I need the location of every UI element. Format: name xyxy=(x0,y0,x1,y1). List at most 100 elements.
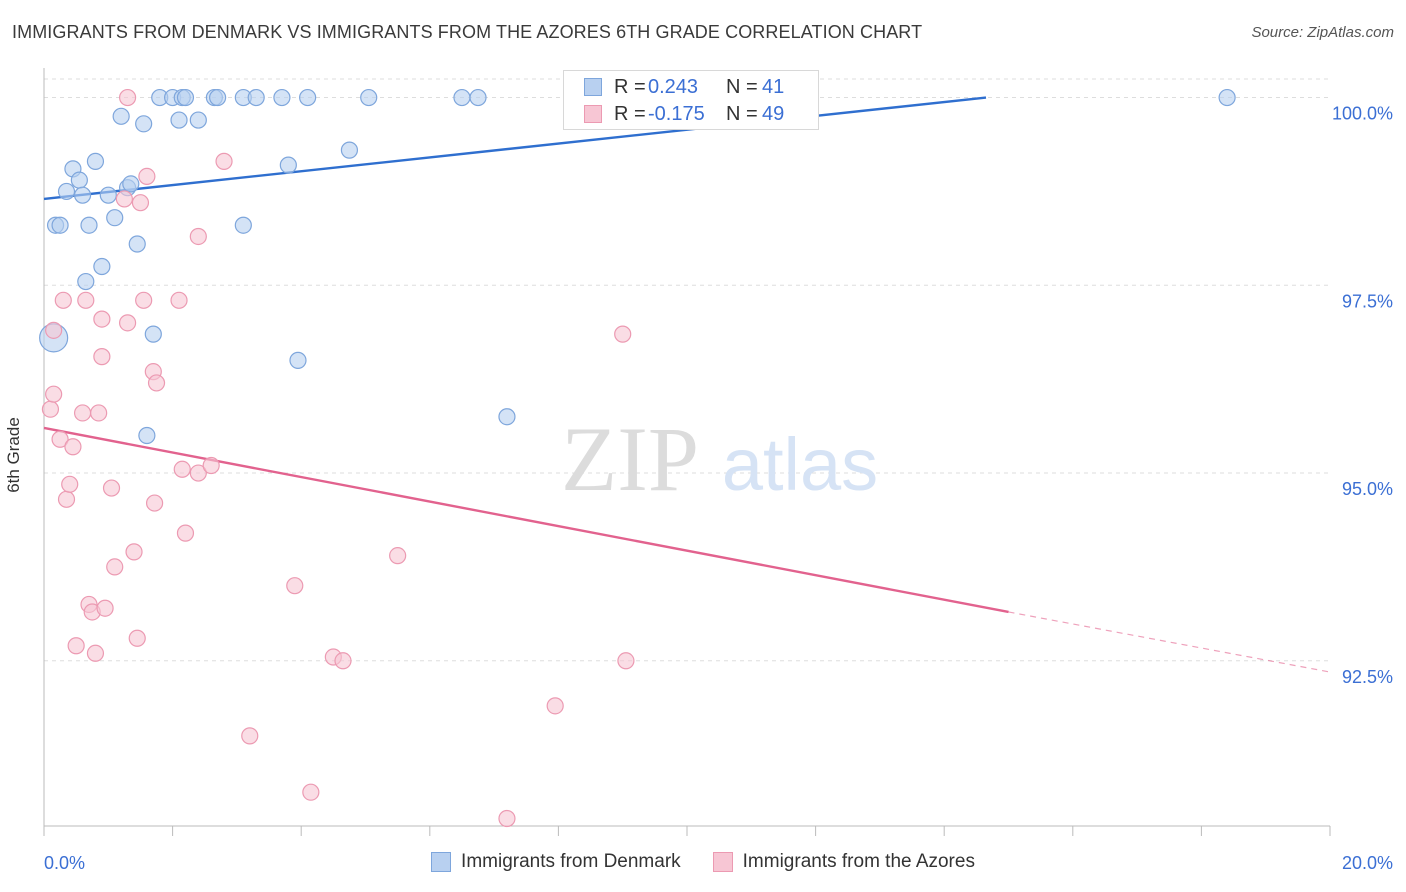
denmark-point xyxy=(122,175,140,193)
denmark-point xyxy=(469,88,487,107)
source-label: Source: ZipAtlas.com xyxy=(1251,24,1394,41)
legend-item-denmark[interactable]: Immigrants from Denmark xyxy=(431,851,681,873)
points xyxy=(39,88,1236,828)
denmark-point xyxy=(189,111,207,129)
denmark-point xyxy=(273,88,291,107)
denmark-point xyxy=(1218,88,1236,107)
azores-swatch xyxy=(712,852,733,872)
azores-point xyxy=(617,652,635,670)
azores-point xyxy=(125,543,143,561)
azores-swatch xyxy=(584,105,602,123)
azores-point xyxy=(115,190,133,208)
azores-point xyxy=(118,88,137,107)
denmark-point xyxy=(99,186,117,204)
azores-point xyxy=(189,464,207,482)
denmark-point xyxy=(279,156,297,174)
denmark-point xyxy=(112,107,130,125)
azores-point xyxy=(51,430,69,448)
azores-trendline xyxy=(43,426,1009,614)
azores-point xyxy=(170,291,188,309)
azores-point xyxy=(176,524,195,542)
denmark-point xyxy=(128,235,146,253)
azores-point xyxy=(147,374,166,392)
azores-point xyxy=(102,479,121,497)
denmark-point xyxy=(289,351,307,369)
denmark-point xyxy=(498,408,516,426)
denmark-point xyxy=(360,88,378,107)
denmark-point xyxy=(77,272,95,291)
azores-point xyxy=(73,404,92,422)
x-tick-label: 20.0% xyxy=(1342,853,1393,873)
denmark-point xyxy=(80,216,98,234)
azores-point xyxy=(118,314,137,332)
r-label: R = xyxy=(614,75,646,98)
denmark-point xyxy=(57,182,76,201)
azores-point xyxy=(286,577,304,595)
denmark-point xyxy=(170,111,188,129)
azores-point xyxy=(131,194,150,212)
azores-trendline-extension xyxy=(1008,611,1331,673)
n-label: N = xyxy=(726,75,758,98)
stats-row-azores: R = -0.175 N = 49 xyxy=(584,101,784,127)
azores-point xyxy=(302,783,320,801)
denmark-point xyxy=(453,88,471,107)
r-label: R = xyxy=(614,102,646,125)
denmark-swatch xyxy=(584,78,602,96)
azores-point xyxy=(546,697,564,715)
azores-point xyxy=(241,727,259,745)
azores-point xyxy=(614,325,632,343)
denmark-point xyxy=(106,209,124,227)
denmark-point xyxy=(247,88,265,107)
denmark-trendline xyxy=(43,96,987,201)
azores-point xyxy=(93,348,111,366)
denmark-point xyxy=(135,115,153,133)
azores-point xyxy=(93,310,111,328)
azores-point xyxy=(334,652,352,670)
r-value: -0.175 xyxy=(648,102,705,125)
denmark-point xyxy=(234,216,252,234)
azores-point xyxy=(106,558,124,576)
denmark-point xyxy=(73,186,92,204)
azores-point xyxy=(215,152,233,170)
azores-point xyxy=(96,599,114,617)
denmark-point xyxy=(340,141,359,159)
azores-point xyxy=(389,547,407,565)
n-label: N = xyxy=(726,102,758,125)
trendlines xyxy=(43,96,1331,673)
azores-point xyxy=(128,629,146,647)
r-value: 0.243 xyxy=(648,75,699,98)
y-axis-label: 6th Grade xyxy=(4,417,23,493)
denmark-point xyxy=(299,88,317,107)
y-tick-label: 92.5% xyxy=(1342,667,1393,687)
watermark-atlas: atlas xyxy=(722,423,878,506)
stats-row-denmark: R = 0.243 N = 41 xyxy=(584,74,784,100)
y-tick-label: 95.0% xyxy=(1342,479,1393,499)
azores-point xyxy=(41,400,60,418)
y-tick-label: 100.0% xyxy=(1332,104,1393,124)
chart-title: IMMIGRANTS FROM DENMARK VS IMMIGRANTS FR… xyxy=(12,22,923,42)
azores-point xyxy=(145,494,164,512)
azores-point xyxy=(77,291,95,309)
azores-point xyxy=(64,438,82,456)
stats-legend: R = 0.243 N = 41 R = -0.175 N = 49 xyxy=(563,70,819,130)
denmark-point xyxy=(93,257,111,276)
legend-item-azores[interactable]: Immigrants from the Azores xyxy=(712,851,975,873)
azores-point xyxy=(45,321,63,339)
watermark: ZIP atlas xyxy=(561,408,878,510)
azores-point xyxy=(90,404,108,422)
denmark-point xyxy=(144,325,162,343)
azores-point xyxy=(498,809,516,828)
denmark-point xyxy=(176,88,195,107)
denmark-point xyxy=(86,152,105,170)
azores-point xyxy=(67,637,85,655)
n-value: 49 xyxy=(762,102,785,125)
azores-point xyxy=(57,490,76,508)
denmark-swatch xyxy=(431,852,452,872)
denmark-point xyxy=(51,216,69,234)
gridlines xyxy=(44,78,1330,662)
azores-point xyxy=(173,460,191,478)
denmark-point xyxy=(209,88,227,107)
denmark-point xyxy=(138,426,156,445)
azores-point xyxy=(54,291,72,309)
